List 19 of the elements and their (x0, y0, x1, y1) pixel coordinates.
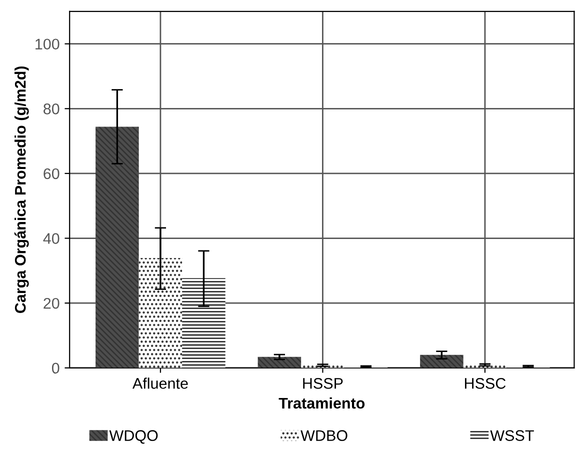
y-axis-title: Carga Orgánica Promedio (g/m2d) (14, 66, 29, 313)
x-axis-title: Tratamiento (278, 397, 365, 409)
bar (138, 258, 182, 368)
y-tick-label: 60 (44, 168, 60, 180)
bar (182, 278, 226, 368)
legend-label: WDBO (300, 430, 348, 441)
bar (258, 356, 302, 368)
legend-label: WDQO (109, 430, 158, 444)
bar (96, 126, 139, 368)
legend-label: WSST (490, 430, 534, 441)
y-tick-label: 0 (52, 362, 60, 374)
x-tick-label: HSSP (303, 378, 343, 389)
y-tick-label: 20 (44, 298, 60, 309)
y-tick-label: 40 (43, 233, 60, 244)
y-tick-label: 80 (44, 104, 60, 114)
bar (420, 354, 464, 368)
x-tick-label: HSSC (464, 378, 506, 389)
y-tick-label: 100 (36, 38, 60, 50)
x-tick-label: Afluente (132, 378, 188, 389)
